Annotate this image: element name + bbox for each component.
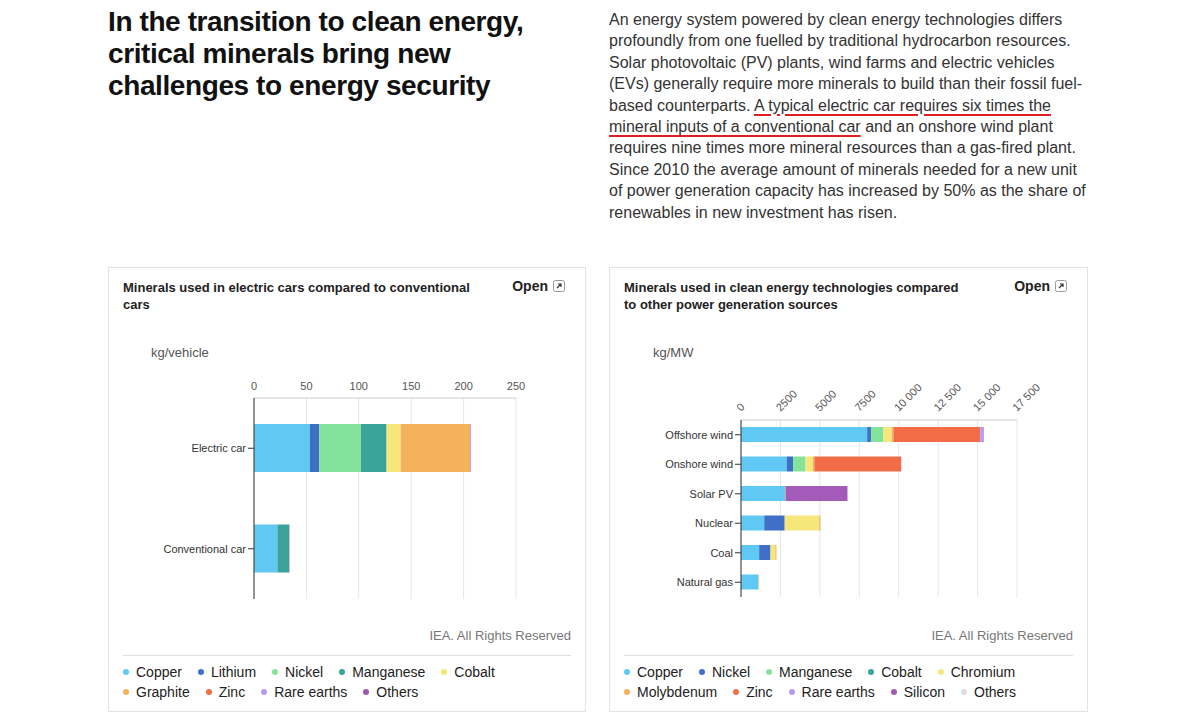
html-text:Cobalt: Cobalt <box>881 664 922 680</box>
svg-text:0: 0 <box>734 401 747 414</box>
svg-text:Onshore wind: Onshore wind <box>665 458 733 470</box>
html-text:Cobalt: Cobalt <box>454 664 495 680</box>
svg-text:2500: 2500 <box>773 388 799 414</box>
svg-text:Natural gas: Natural gas <box>677 576 734 588</box>
html-text:Nickel: Nickel <box>711 664 750 680</box>
html-text:Silicon: Silicon <box>903 684 945 700</box>
svg-text:12 500: 12 500 <box>931 381 963 413</box>
svg-text:Electric car: Electric car <box>192 442 247 454</box>
svg-text:150: 150 <box>402 380 420 392</box>
svg-text:10 000: 10 000 <box>892 381 924 413</box>
html-text:Minerals used in electric cars: Minerals used in electric cars compared … <box>123 280 470 312</box>
html-text:Chromium: Chromium <box>950 664 1016 680</box>
svg-text:Nuclear: Nuclear <box>695 517 733 529</box>
html-text:Rare earths: Rare earths <box>801 684 875 700</box>
svg-text:Coal: Coal <box>710 547 733 559</box>
html-text:Others: Others <box>974 684 1016 700</box>
svg-text:5000: 5000 <box>813 388 839 414</box>
html-text:Minerals used in clean energy: Minerals used in clean energy technologi… <box>624 280 959 312</box>
svg-text:200: 200 <box>454 380 472 392</box>
html-text:Open: Open <box>512 278 548 294</box>
html-text:Manganese: Manganese <box>779 664 853 680</box>
html-text:Rare earths: Rare earths <box>274 684 348 700</box>
html-text:Copper: Copper <box>637 664 683 680</box>
html-text:Molybdenum: Molybdenum <box>637 684 718 700</box>
svg-text:50: 50 <box>300 380 312 392</box>
svg-text:7500: 7500 <box>852 388 878 414</box>
html-text:Open: Open <box>1014 278 1050 294</box>
html-text:An energy system powered by cl: An energy system powered by clean energy… <box>609 11 1086 221</box>
html-text:IEA. All Rights Reserved: IEA. All Rights Reserved <box>931 628 1073 643</box>
html-text:Zinc: Zinc <box>218 684 246 700</box>
svg-text:17 500: 17 500 <box>1010 381 1042 413</box>
html-text:kg/MW: kg/MW <box>653 345 694 360</box>
svg-text:Solar PV: Solar PV <box>690 488 734 500</box>
svg-text:Conventional car: Conventional car <box>163 543 246 555</box>
html-text:kg/vehicle: kg/vehicle <box>151 345 209 360</box>
html-text:Manganese: Manganese <box>352 664 426 680</box>
svg-text:0: 0 <box>251 380 257 392</box>
html-text:Others: Others <box>376 684 419 700</box>
html-text:Nickel: Nickel <box>285 664 324 680</box>
svg-text:100: 100 <box>350 380 368 392</box>
html-text:Copper: Copper <box>136 664 182 680</box>
html-text:Zinc: Zinc <box>746 684 773 700</box>
html-text:Graphite: Graphite <box>136 684 190 700</box>
svg-text:15 000: 15 000 <box>971 381 1003 413</box>
svg-text:250: 250 <box>507 380 525 392</box>
html-text:IEA. All Rights Reserved: IEA. All Rights Reserved <box>429 628 571 643</box>
svg-text:Offshore wind: Offshore wind <box>665 429 733 441</box>
html-text:Lithium: Lithium <box>210 664 257 680</box>
html-text:In the transition to clean ene: In the transition to clean energy, criti… <box>108 6 524 101</box>
